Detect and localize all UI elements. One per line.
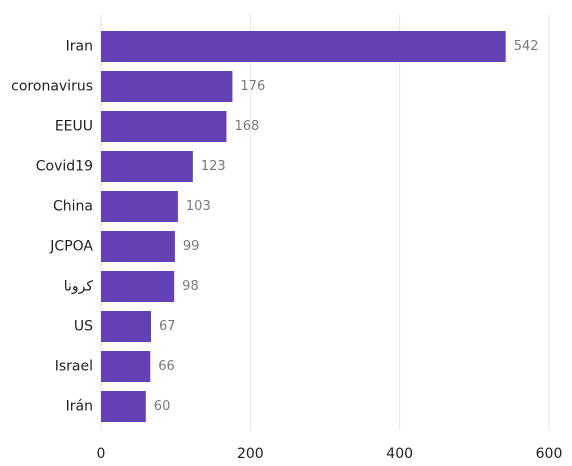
category-label: کرونا [64,279,94,295]
value-label: 542 [514,39,539,54]
category-label: coronavirus [11,79,93,95]
bar [101,351,151,382]
category-labels: Iran coronavirus EEUU Covid19 China JCPOA کرون… [11,39,93,415]
value-label: 103 [186,199,211,214]
value-labels: 542 176 168 123 103 99 98 67 66 60 [154,39,539,414]
category-label: US [74,319,93,335]
value-label: 60 [154,399,171,414]
value-label: 66 [158,359,175,374]
bar [101,151,193,182]
value-label: 176 [240,79,265,94]
bars [101,31,506,422]
x-tick-label: 200 [237,446,264,462]
bar [101,31,506,62]
category-label: Covid19 [36,159,93,175]
bar [101,311,152,342]
value-label: 123 [201,159,226,174]
bar [101,391,146,422]
bar [101,111,227,142]
category-label: China [53,199,93,215]
value-label: 99 [183,239,200,254]
category-label: JCPOA [49,239,93,255]
bar [101,71,233,102]
category-label: Irán [66,399,93,415]
category-label: Israel [55,359,93,375]
value-label: 98 [182,279,199,294]
category-label: EEUU [55,119,93,135]
x-tick-labels: 0 200 400 600 [97,446,563,462]
bar [101,271,175,302]
bar [101,191,178,222]
category-label: Iran [66,39,93,55]
x-tick-label: 400 [386,446,413,462]
value-label: 67 [159,319,176,334]
x-tick-label: 600 [536,446,563,462]
x-tick-label: 0 [97,446,106,462]
value-label: 168 [234,119,259,134]
bar [101,231,175,262]
